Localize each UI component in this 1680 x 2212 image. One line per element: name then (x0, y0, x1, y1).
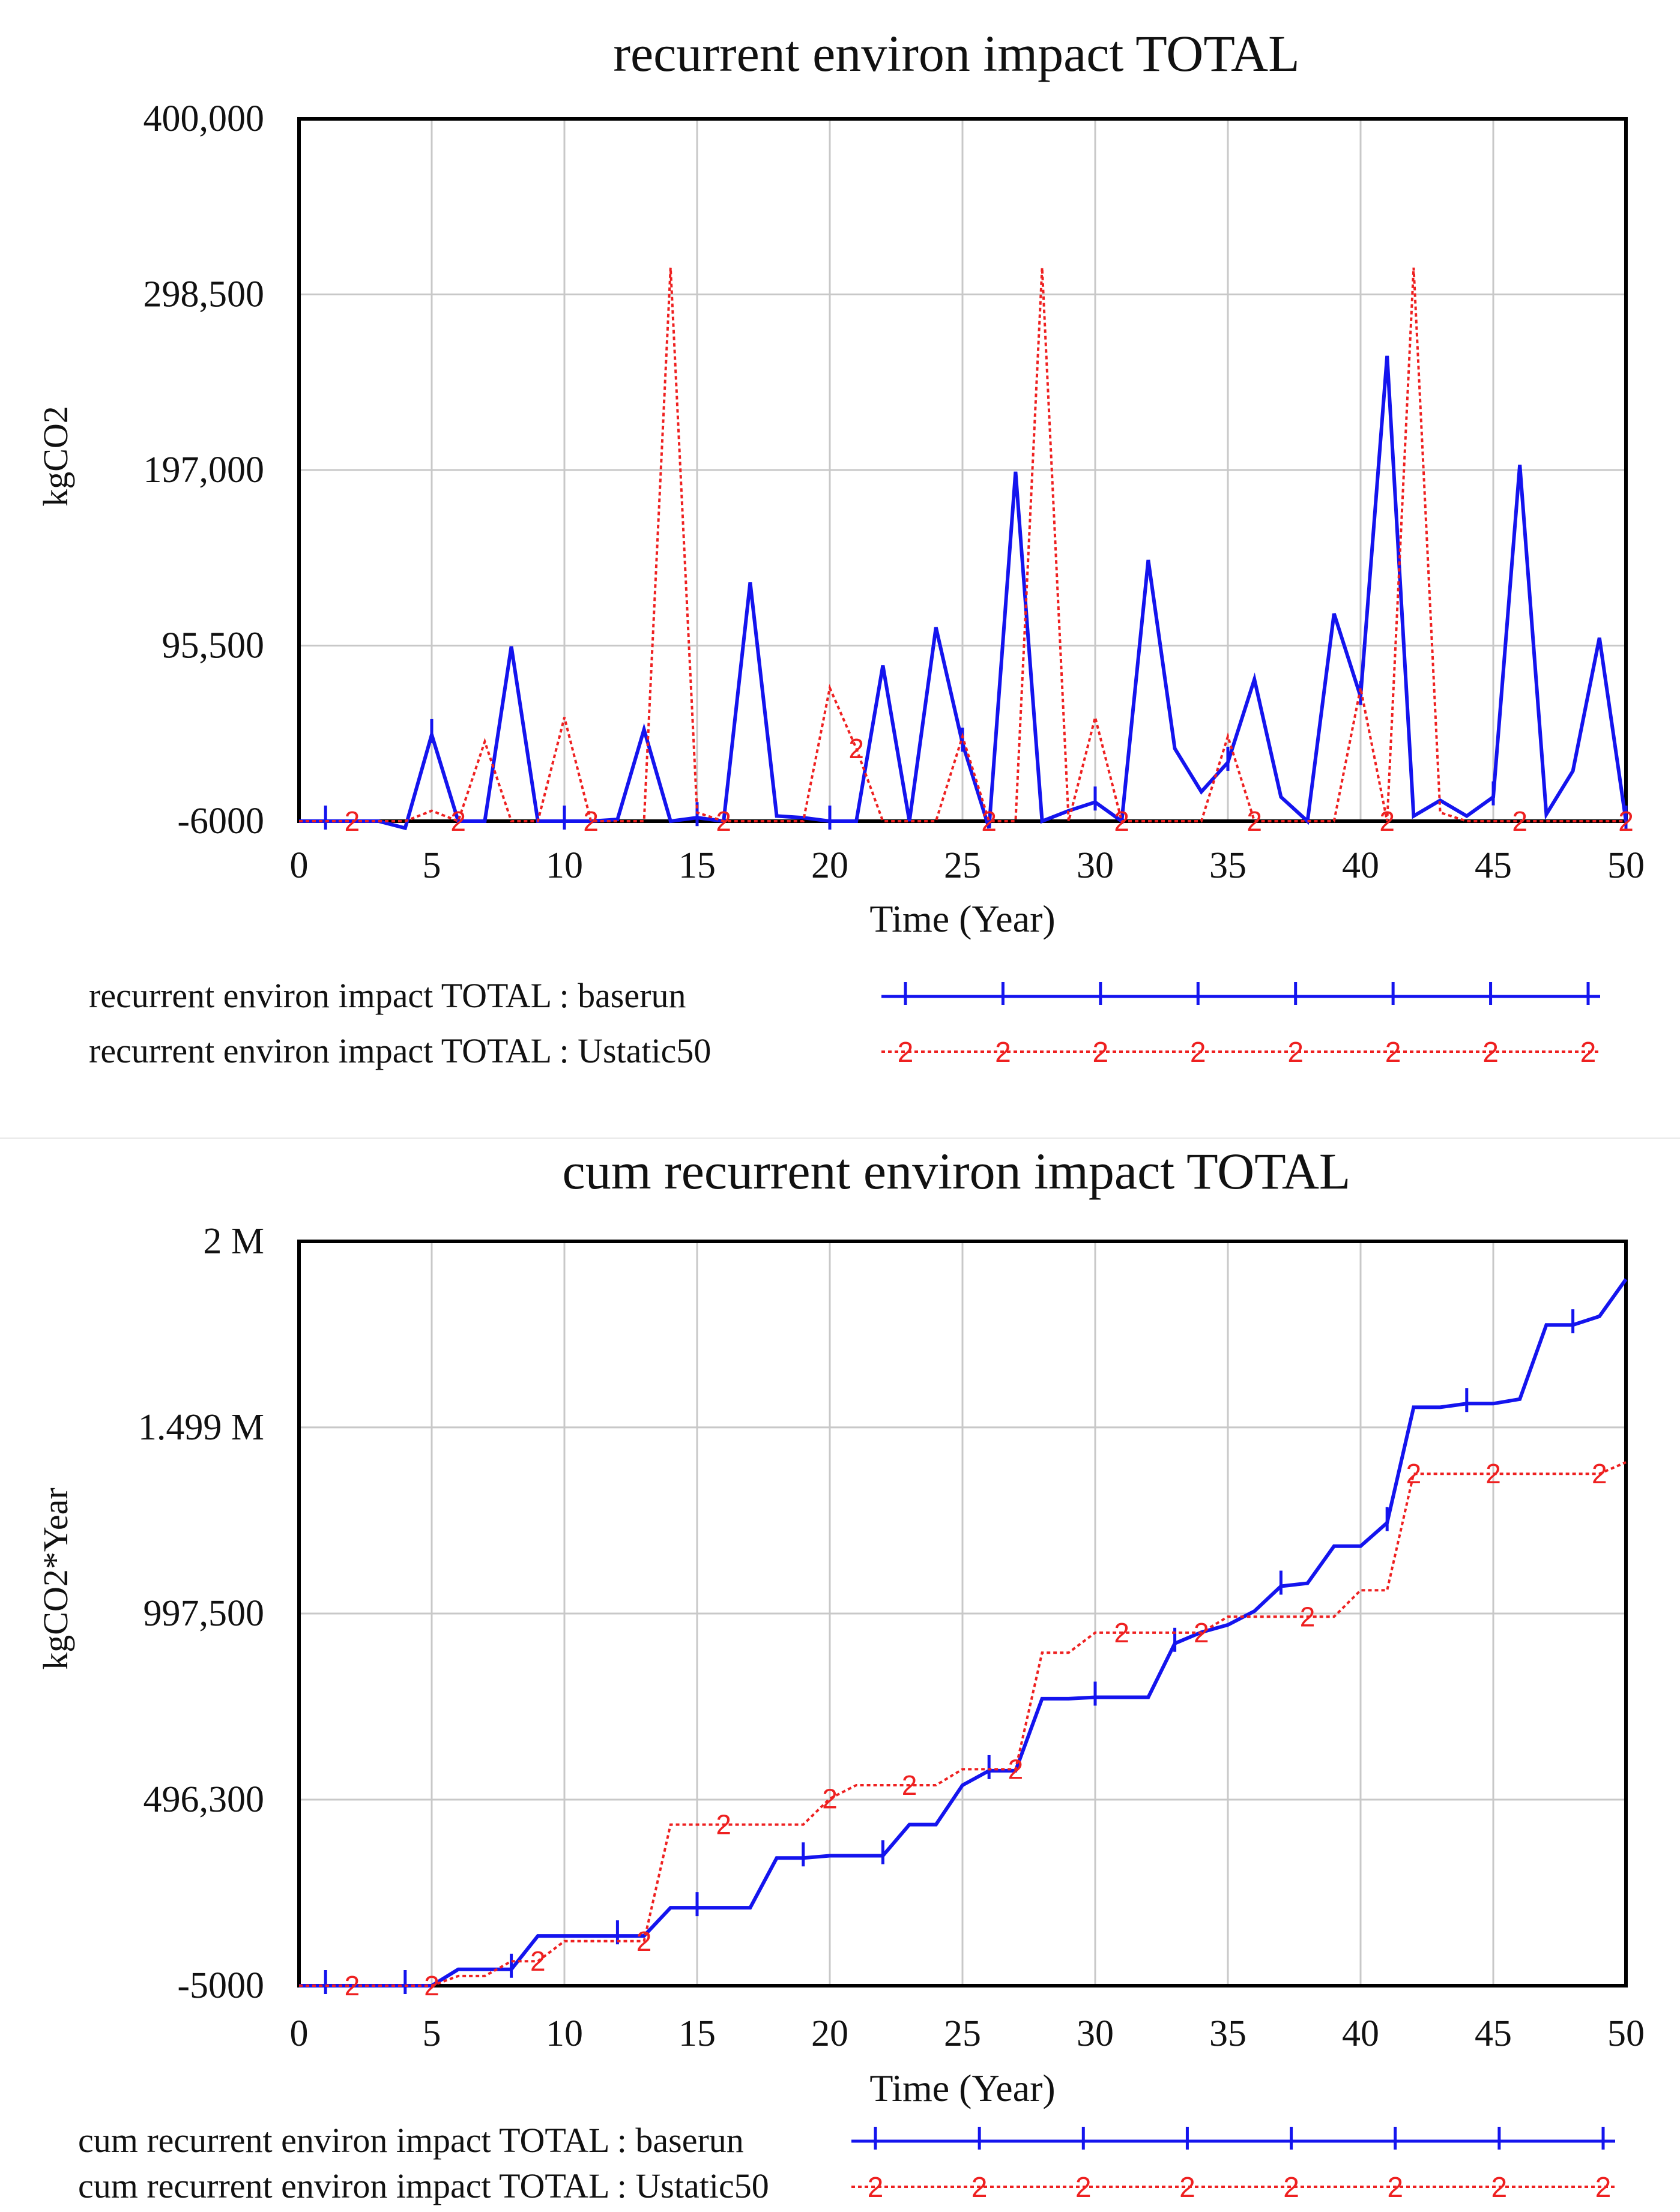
legend-marker: 2 (995, 1037, 1011, 1068)
x-tick-label: 5 (423, 2013, 441, 2054)
legend-marker: 2 (1385, 1037, 1401, 1068)
legend-marker: 2 (971, 2172, 988, 2204)
series-point-marker: 2 (583, 806, 599, 837)
series-point-marker: 2 (1194, 1617, 1209, 1648)
legend-marker: 2 (1179, 2172, 1195, 2204)
legend-marker: 2 (1075, 2172, 1092, 2204)
y-tick-label: 298,500 (144, 274, 265, 315)
series-point-marker: 2 (1114, 806, 1129, 837)
chart-title: recurrent environ impact TOTAL (613, 25, 1299, 82)
x-tick-label: 50 (1607, 2013, 1645, 2054)
x-tick-label: 45 (1475, 2013, 1512, 2054)
chart-cum-recurrent-impact: cum recurrent environ impact TOTAL 0 5 10 15… (36, 1142, 1645, 2205)
y-tick-label: 496,300 (144, 1779, 265, 1820)
legend-label: recurrent environ impact TOTAL : baserun (89, 976, 686, 1015)
series-point-marker: 2 (530, 1945, 546, 1977)
y-tick-label: 1.499 M (138, 1407, 264, 1448)
x-tick-label: 25 (944, 2013, 981, 2054)
series-point-marker: 2 (1114, 1617, 1129, 1648)
x-tick-label: 15 (678, 2013, 716, 2054)
series-point-marker: 2 (716, 806, 731, 837)
x-tick-label: 20 (811, 2013, 848, 2054)
series-point-marker: 2 (1300, 1601, 1316, 1632)
x-tick-label: 15 (678, 845, 716, 886)
y-axis-label: kgCO2*Year (36, 1487, 75, 1669)
y-tick-label: 197,000 (144, 450, 265, 490)
x-tick-label: 10 (546, 845, 583, 886)
panel-divider (0, 1138, 1680, 1139)
x-tick-label: 5 (423, 845, 441, 886)
legend-marker: 2 (1287, 1037, 1304, 1068)
legend-marker: 2 (1491, 2172, 1508, 2204)
legend-label: cum recurrent environ impact TOTAL : Ust… (78, 2166, 769, 2205)
legend-label: recurrent environ impact TOTAL : Ustatic… (89, 1031, 711, 1070)
legend-marker: 2 (868, 2172, 884, 2204)
series-point-marker: 2 (636, 1926, 652, 1957)
x-tick-label: 25 (944, 845, 981, 886)
x-tick-label: 35 (1209, 2013, 1246, 2054)
y-tick-label: 400,000 (144, 98, 265, 139)
legend-label: cum recurrent environ impact TOTAL : bas… (78, 2121, 744, 2160)
y-axis-label: kgCO2 (36, 406, 75, 507)
plot-frame (297, 1240, 1628, 1987)
chart-title: cum recurrent environ impact TOTAL (563, 1142, 1351, 1200)
legend-marker: 2 (1595, 2172, 1612, 2204)
series-line-1 (299, 1278, 1628, 1987)
y-tick-label: -6000 (177, 801, 264, 842)
series-point-marker: 2 (1618, 806, 1634, 837)
series-point-marker: 2 (1485, 1458, 1501, 1489)
series-point-marker: 2 (345, 1970, 360, 2001)
series-point-marker: 2 (345, 806, 360, 837)
series-point-marker: 2 (450, 806, 466, 837)
x-tick-label: 45 (1475, 845, 1512, 886)
series-point-marker: 2 (1406, 1458, 1422, 1489)
x-tick-label: 0 (290, 845, 309, 886)
series-point-marker: 2 (1246, 806, 1262, 837)
y-tick-label: 95,500 (162, 625, 265, 666)
plot-frame (297, 117, 1628, 823)
y-tick-label: -5000 (177, 1965, 264, 2006)
x-axis-label: Time (Year) (869, 2067, 1055, 2109)
y-tick-label: 997,500 (144, 1593, 265, 1634)
x-tick-label: 20 (811, 845, 848, 886)
series-point-marker: 2 (1379, 806, 1395, 837)
legend-marker: 2 (1283, 2172, 1299, 2204)
x-tick-label: 40 (1342, 2013, 1379, 2054)
x-tick-label: 30 (1077, 845, 1114, 886)
x-axis-label: Time (Year) (869, 897, 1055, 940)
series-line-2 (299, 267, 1626, 823)
series-point-marker: 2 (848, 733, 864, 764)
series-point-marker: 2 (902, 1770, 917, 1801)
series-point-marker: 2 (1512, 806, 1527, 837)
x-tick-label: 30 (1077, 2013, 1114, 2054)
series-point-marker: 2 (981, 806, 997, 837)
x-tick-label: 40 (1342, 845, 1379, 886)
legend-marker: 2 (898, 1037, 914, 1068)
x-tick-label: 50 (1607, 845, 1645, 886)
x-tick-label: 0 (290, 2013, 309, 2054)
legend-marker: 2 (1093, 1037, 1109, 1068)
legend-marker: 2 (1482, 1037, 1499, 1068)
y-tick-label: 2 M (203, 1221, 264, 1262)
series-point-marker: 2 (424, 1970, 440, 2001)
legend-marker: 2 (1190, 1037, 1206, 1068)
series-point-marker: 2 (716, 1809, 731, 1840)
legend-marker: 2 (1387, 2172, 1403, 2204)
legend-marker: 2 (1580, 1037, 1597, 1068)
series-line-2 (299, 1461, 1627, 1987)
series-point-marker: 2 (1008, 1753, 1024, 1785)
x-tick-label: 10 (546, 2013, 583, 2054)
series-point-marker: 2 (1592, 1458, 1607, 1489)
series-point-marker: 2 (822, 1783, 838, 1814)
x-tick-label: 35 (1209, 845, 1246, 886)
